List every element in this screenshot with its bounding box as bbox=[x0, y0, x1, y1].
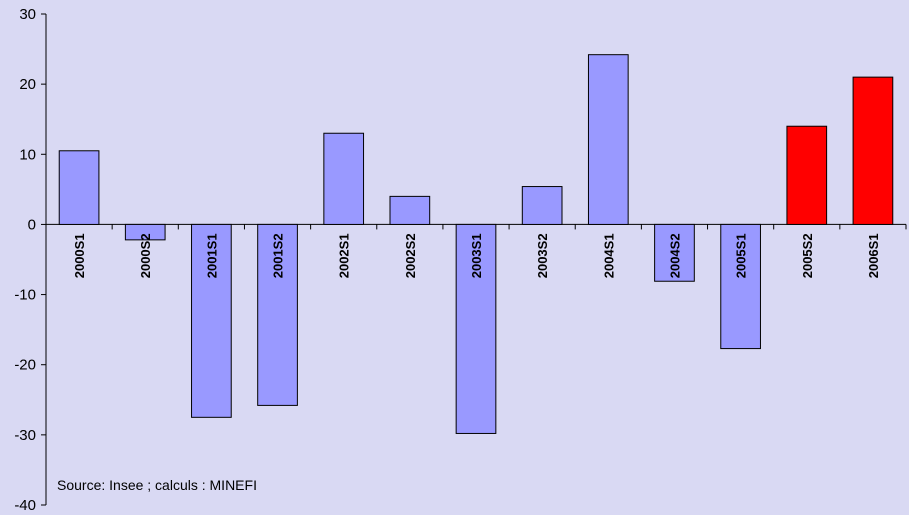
y-tick-label: -40 bbox=[14, 497, 36, 514]
bar-2000S2 bbox=[124, 223, 166, 241]
y-tick-label: 30 bbox=[19, 6, 36, 23]
x-tick-label: 2005S1 bbox=[734, 233, 749, 278]
x-tick-label: 2002S2 bbox=[403, 233, 418, 278]
y-tick-label: -20 bbox=[14, 357, 36, 374]
bar-2005S1 bbox=[720, 223, 761, 350]
x-tick-label: 2002S1 bbox=[337, 233, 352, 278]
bar-2004S1 bbox=[587, 54, 629, 225]
bars bbox=[58, 54, 894, 434]
x-tick-label: 2000S1 bbox=[72, 233, 87, 278]
source-note: Source: Insee ; calculs : MINEFI bbox=[57, 477, 257, 493]
bar-2005S2 bbox=[786, 125, 828, 225]
x-tick-label: 2004S1 bbox=[601, 233, 616, 278]
y-tick-label: 20 bbox=[19, 76, 36, 93]
x-tick-label: 2006S1 bbox=[866, 233, 881, 278]
y-tick-label: 0 bbox=[28, 216, 36, 233]
y-tick-label: -10 bbox=[14, 287, 36, 304]
bar-2000S1 bbox=[58, 150, 100, 225]
bar-2001S2 bbox=[257, 223, 298, 406]
x-tick-label: 2000S2 bbox=[138, 233, 153, 278]
bar-2002S1 bbox=[323, 132, 365, 225]
x-tick-label: 2003S1 bbox=[469, 233, 484, 278]
y-tick-label: 10 bbox=[19, 146, 36, 163]
bar-2003S2 bbox=[521, 186, 563, 225]
x-tick-label: 2001S2 bbox=[271, 233, 286, 278]
x-tick-label: 2001S1 bbox=[204, 233, 219, 278]
bar-2003S1 bbox=[455, 223, 497, 434]
x-tick-label: 2005S2 bbox=[800, 233, 815, 278]
x-tick-label: 2003S2 bbox=[535, 233, 550, 278]
bar-2006S1 bbox=[852, 76, 894, 225]
y-tick-label: -30 bbox=[14, 427, 36, 444]
bar-2001S1 bbox=[191, 223, 232, 418]
y-axis-ticks: 30 20 10 0 -10 -20 -30 -40 bbox=[14, 6, 46, 514]
x-tick-label: 2004S2 bbox=[667, 233, 682, 278]
x-axis-ticks: 2000S1 2000S2 2001S1 2001S2 2002S1 2002S2 2003… bbox=[72, 233, 881, 278]
bar-2002S2 bbox=[389, 195, 431, 225]
bar-2004S2 bbox=[654, 223, 695, 282]
